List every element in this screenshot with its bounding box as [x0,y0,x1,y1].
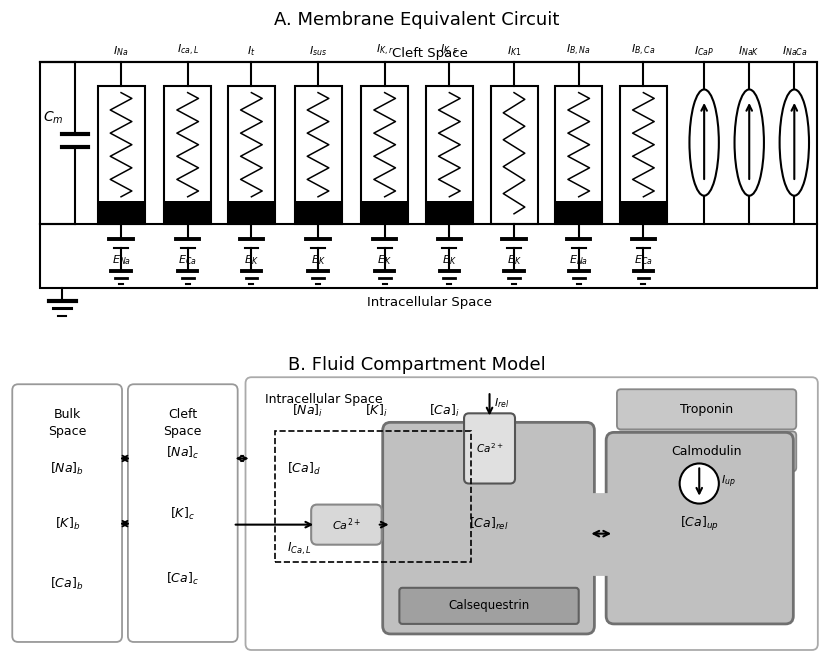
Text: $[K]_c$: $[K]_c$ [170,506,195,522]
Bar [555,201,602,224]
Bar [40,62,817,288]
Text: Calsequestrin: Calsequestrin [448,599,529,612]
Text: Troponin: Troponin [680,403,732,416]
Text: $I_{Na}$: $I_{Na}$ [114,44,129,58]
Bar [164,201,211,224]
Bar [295,201,342,224]
Ellipse shape [780,90,809,196]
Text: $E_K$: $E_K$ [377,253,392,267]
Text: $I_{up}$: $I_{up}$ [721,473,736,490]
Text: $E_K$: $E_K$ [507,253,521,267]
FancyBboxPatch shape [311,505,382,545]
Text: $I_{rel}$: $I_{rel}$ [494,396,510,410]
Text: Cleft Space: Cleft Space [392,47,468,60]
Bar [426,201,473,224]
FancyBboxPatch shape [128,385,238,642]
Text: $E_{Na}$: $E_{Na}$ [112,253,130,267]
Text: Cleft
Space: Cleft Space [164,408,202,438]
Text: $I_t$: $I_t$ [247,44,256,58]
Bar [228,86,275,224]
Text: $E_{Ca}$: $E_{Ca}$ [179,253,197,267]
Text: $[K]_i$: $[K]_i$ [365,404,387,419]
Text: $C_m$: $C_m$ [43,110,63,126]
Text: $[Ca]_d$: $[Ca]_d$ [286,460,321,477]
Text: Intracellular Space: Intracellular Space [265,393,382,406]
Text: $[Na]_b$: $[Na]_b$ [50,460,84,477]
FancyBboxPatch shape [382,422,595,634]
Bar [362,201,408,224]
Bar [490,86,538,224]
FancyBboxPatch shape [606,432,793,624]
Circle shape [680,464,719,504]
Text: $I_{sus}$: $I_{sus}$ [309,44,327,58]
Bar [620,86,667,224]
Text: $I_{K,r}$: $I_{K,r}$ [376,43,393,58]
Bar [228,201,275,224]
Text: $I_{ca,L}$: $I_{ca,L}$ [176,43,199,58]
Text: $Ca^{2+}$: $Ca^{2+}$ [476,441,504,455]
Bar [620,201,667,224]
Text: $E_{Na}$: $E_{Na}$ [569,253,588,267]
Text: $[Ca]_i$: $[Ca]_i$ [429,404,460,419]
Bar [426,86,473,224]
Text: $I_{B,Na}$: $I_{B,Na}$ [566,43,591,58]
Text: $I_{NaCa}$: $I_{NaCa}$ [782,44,807,58]
Text: $I_{K1}$: $I_{K1}$ [507,44,521,58]
Text: Bulk
Space: Bulk Space [48,408,86,438]
Text: $[Na]_c$: $[Na]_c$ [166,445,200,462]
Text: $E_K$: $E_K$ [244,253,259,267]
Text: $I_{Ca,L}$: $I_{Ca,L}$ [286,540,311,557]
Text: $[Ca]_b$: $[Ca]_b$ [50,576,84,592]
Text: $I_{B,Ca}$: $I_{B,Ca}$ [631,43,655,58]
Bar [98,201,144,224]
FancyBboxPatch shape [245,377,817,650]
Text: $[K]_b$: $[K]_b$ [54,515,80,532]
FancyBboxPatch shape [464,413,515,483]
FancyBboxPatch shape [617,432,797,472]
Bar [98,86,144,224]
Text: $E_K$: $E_K$ [311,253,326,267]
Text: Intracellular Space: Intracellular Space [367,296,493,309]
Text: $E_{Ca}$: $E_{Ca}$ [634,253,653,267]
Text: A. Membrane Equivalent Circuit: A. Membrane Equivalent Circuit [275,10,559,29]
Text: Calmodulin: Calmodulin [671,445,741,458]
Text: B. Fluid Compartment Model: B. Fluid Compartment Model [288,356,546,374]
Text: $[Ca]_c$: $[Ca]_c$ [166,571,200,587]
Text: $I_{CaP}$: $I_{CaP}$ [694,44,714,58]
Text: $[Ca]_{rel}$: $[Ca]_{rel}$ [468,515,509,532]
Ellipse shape [735,90,764,196]
Bar [574,494,634,574]
Text: $E_K$: $E_K$ [442,253,457,267]
Bar [362,86,408,224]
Text: $I_{K,s}$: $I_{K,s}$ [440,43,458,58]
Text: $Ca^{2+}$: $Ca^{2+}$ [331,517,361,533]
Text: $I_{NaK}$: $I_{NaK}$ [738,44,760,58]
Ellipse shape [690,90,719,196]
FancyBboxPatch shape [399,588,579,624]
Text: $[Ca]_{up}$: $[Ca]_{up}$ [680,515,719,532]
Text: $[Na]_i$: $[Na]_i$ [291,404,323,419]
Bar [164,86,211,224]
FancyBboxPatch shape [13,385,122,642]
Bar [295,86,342,224]
Bar [555,86,602,224]
FancyBboxPatch shape [617,389,797,430]
